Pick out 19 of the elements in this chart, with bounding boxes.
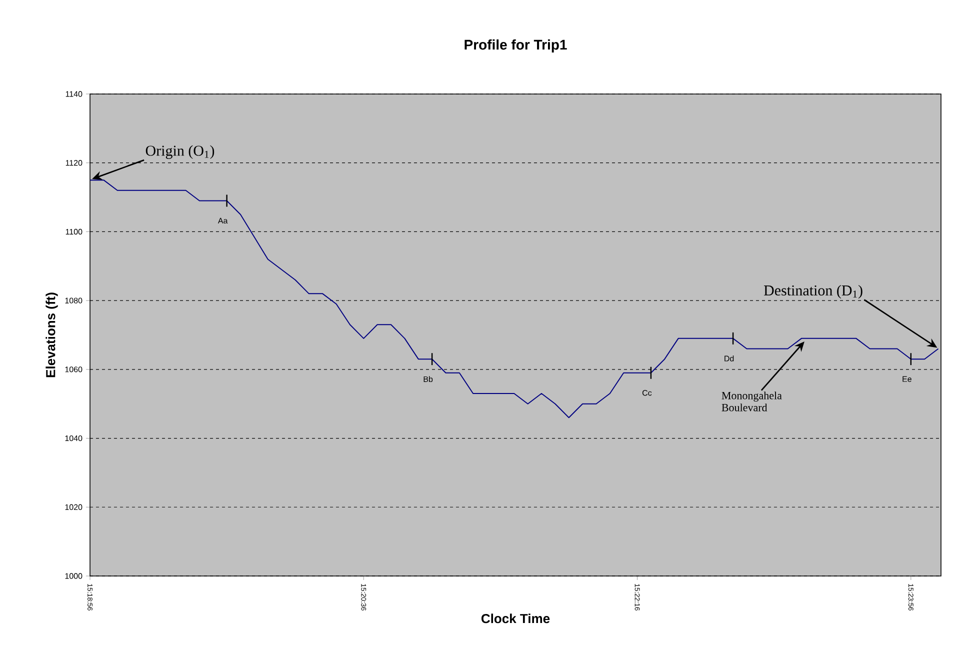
annotation: Destination (D$_{1}$) bbox=[764, 284, 862, 299]
y-tick-label: 1100 bbox=[66, 228, 82, 235]
y-axis-title: Elevations (ft) bbox=[46, 292, 58, 378]
y-tick-label: 1140 bbox=[66, 91, 82, 97]
annotation: Cc bbox=[642, 390, 652, 396]
x-axis-title: Clock Time bbox=[481, 614, 550, 624]
annotation: Origin (O$_{1}$) bbox=[146, 145, 214, 159]
chart-title: Profile for Trip1 bbox=[464, 39, 567, 52]
y-tick-label: 1080 bbox=[65, 298, 82, 304]
y-tick-label: 1120 bbox=[66, 160, 82, 166]
annotation: Aa bbox=[218, 218, 228, 224]
annotation: Dd bbox=[724, 355, 734, 362]
y-tick-label: 1040 bbox=[65, 435, 82, 442]
y-tick-label: 1020 bbox=[65, 504, 82, 510]
y-tick-label: 1000 bbox=[65, 573, 82, 579]
y-tick-label: 1060 bbox=[65, 366, 82, 372]
annotation: Bb bbox=[424, 376, 433, 382]
annotation: Ee bbox=[902, 376, 912, 382]
annotation: Monongahela Boulevard bbox=[722, 392, 782, 412]
